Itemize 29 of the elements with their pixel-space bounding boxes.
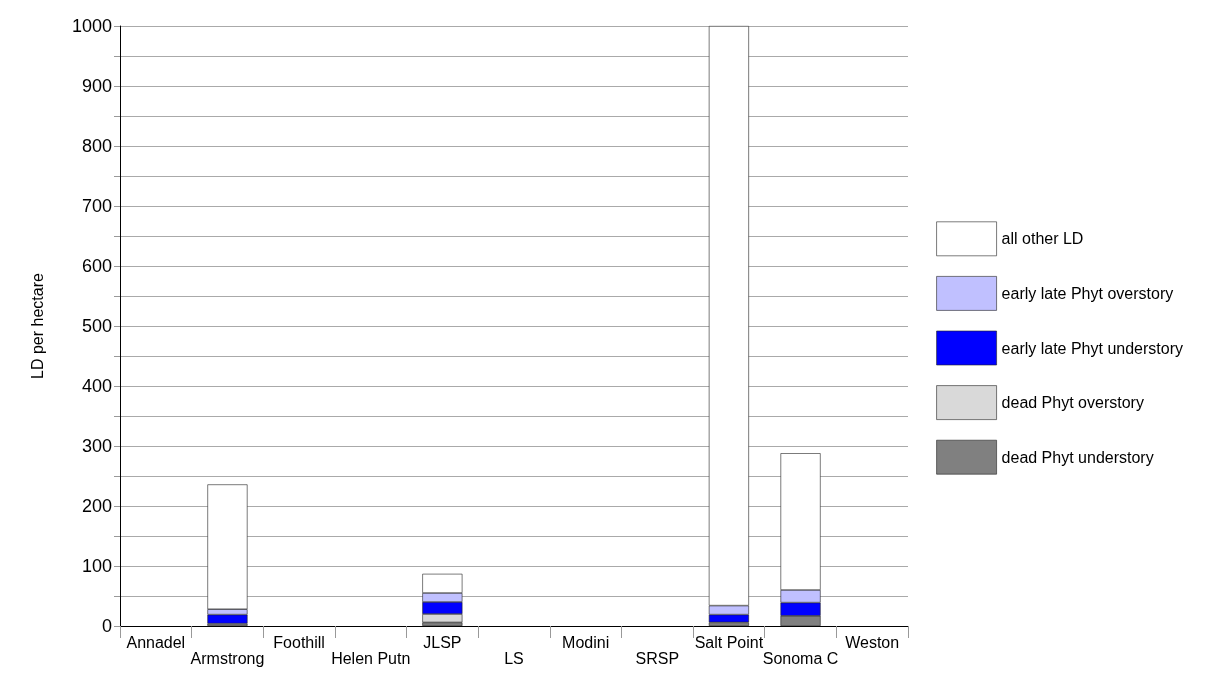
y-tick-label: 900	[81, 76, 112, 96]
y-tick-label: 0	[101, 616, 112, 636]
x-tick-label: Annadel	[126, 633, 186, 651]
y-tick-label: 500	[81, 316, 112, 336]
y-tick-label: 800	[81, 136, 112, 156]
y-tick-label: 200	[81, 496, 112, 516]
x-tick-label: Salt Point	[694, 633, 764, 651]
x-tick-label: LS	[504, 649, 524, 667]
x-tick-label: SRSP	[635, 649, 680, 667]
bar	[207, 614, 248, 624]
x-tick-label: Modini	[562, 633, 610, 651]
y-tick-label: 400	[81, 376, 112, 396]
y-tick-label: 1000	[71, 16, 112, 36]
y-tick-label: 700	[81, 196, 112, 216]
x-tick-label: Armstrong	[190, 649, 265, 667]
y-tick-label: 100	[81, 556, 112, 576]
x-tick-label: Foothill	[273, 633, 325, 651]
x-tick-label: Sonoma C	[762, 649, 839, 667]
x-tick-label: Helen Putn	[331, 649, 411, 667]
y-tick-label: 600	[81, 256, 112, 276]
legend-label: dead Phyt overstory	[1001, 394, 1144, 412]
legend-label: dead Phyt understory	[1001, 448, 1154, 466]
y-tick-label: 300	[81, 436, 112, 456]
x-tick-label: JLSP	[423, 633, 462, 651]
y-axis-title: LD per hectare	[28, 272, 46, 379]
legend-label: early late Phyt understory	[1001, 339, 1183, 357]
legend-label: all other LD	[1001, 230, 1084, 248]
legend-label: early late Phyt overstory	[1001, 284, 1174, 302]
x-tick-label: Weston	[845, 633, 900, 651]
